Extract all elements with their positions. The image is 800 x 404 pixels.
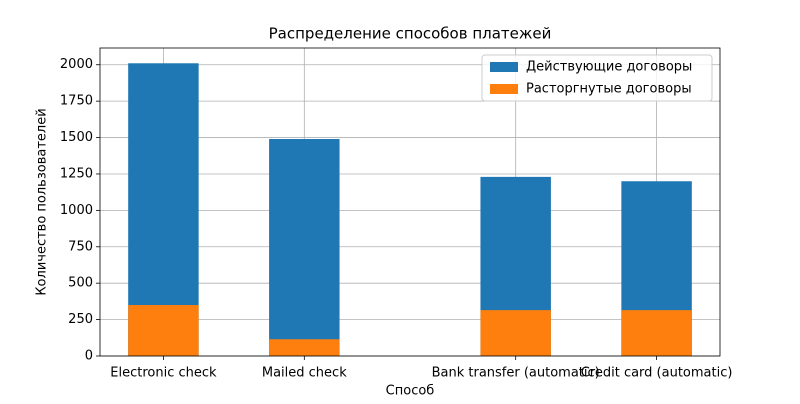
y-tick-label: 0 xyxy=(85,349,93,364)
x-axis-label: Способ xyxy=(386,384,435,399)
legend-label: Действующие договоры xyxy=(526,60,692,75)
y-tick-label: 1500 xyxy=(60,130,93,145)
y-tick-label: 250 xyxy=(68,312,93,327)
y-tick-label: 750 xyxy=(68,239,93,254)
bar xyxy=(269,339,340,356)
plot-frame xyxy=(99,47,721,357)
y-tick-label: 1750 xyxy=(60,94,93,109)
bar xyxy=(269,139,340,356)
y-tick-label: 2000 xyxy=(60,57,93,72)
x-tick-label: Mailed check xyxy=(262,366,347,381)
bar xyxy=(480,310,551,356)
y-tick-label: 1250 xyxy=(60,166,93,181)
y-tick-label: 500 xyxy=(68,276,93,291)
x-tick-label: Electronic check xyxy=(110,366,217,381)
legend-swatch xyxy=(490,62,518,72)
legend-swatch xyxy=(490,84,518,94)
x-tick-label: Credit card (automatic) xyxy=(581,366,733,381)
legend-box xyxy=(481,54,713,102)
bar xyxy=(128,305,199,356)
y-tick-label: 1000 xyxy=(60,203,93,218)
y-axis-label: Количество пользователей xyxy=(35,108,50,295)
bar xyxy=(621,310,692,356)
chart-title: Распределение способов платежей xyxy=(269,25,552,43)
legend-label: Расторгнутые договоры xyxy=(526,82,692,97)
x-tick-label: Bank transfer (automatic) xyxy=(432,366,600,381)
